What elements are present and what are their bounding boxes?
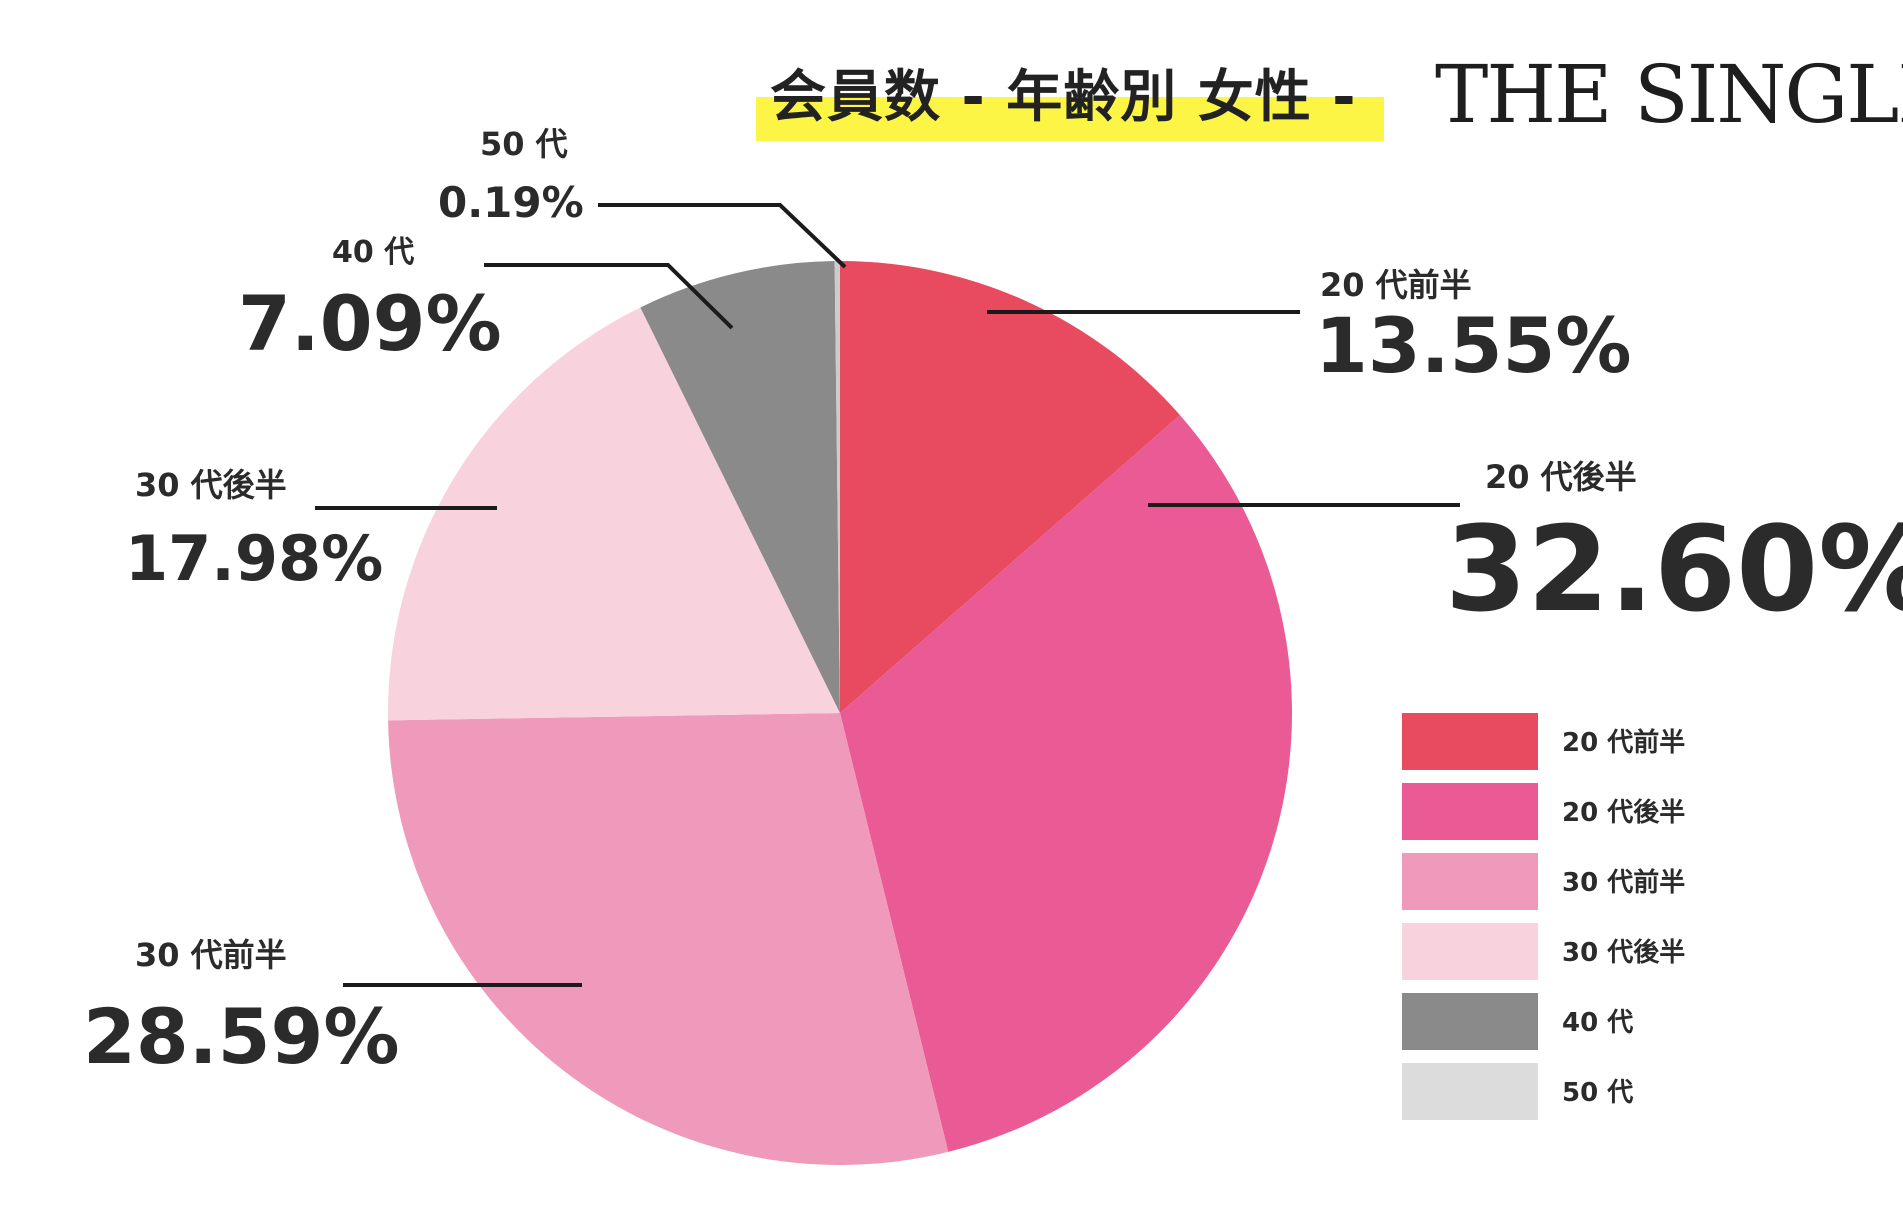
slice-category-label: 30 代後半 <box>135 466 287 504</box>
slice-category-label: 20 代後半 <box>1485 458 1637 496</box>
legend-swatch-30s-early <box>1402 853 1538 910</box>
leader-lines <box>315 203 1460 987</box>
pie-slice-30s-late <box>388 307 840 721</box>
leader-line-50s <box>598 203 847 269</box>
slice-value-label: 28.59% <box>83 992 400 1081</box>
slice-category-label: 20 代前半 <box>1320 266 1472 304</box>
legend-label: 20 代前半 <box>1562 727 1685 758</box>
legend-swatch-20s-late <box>1402 783 1538 840</box>
pie-slices <box>388 261 1292 1166</box>
pie-slice-20s-early <box>840 261 1180 713</box>
pie-slice-20s-late <box>840 415 1292 1152</box>
legend-label: 40 代 <box>1562 1008 1633 1038</box>
legend-label: 20 代後半 <box>1562 797 1685 828</box>
legend-label: 30 代後半 <box>1562 937 1685 968</box>
slice-category-label: 30 代前半 <box>135 936 287 974</box>
slice-category-label: 40 代 <box>332 235 414 270</box>
title-highlight <box>756 97 1384 141</box>
legend-label: 50 代 <box>1562 1078 1633 1108</box>
legend: 20 代前半 20 代後半 30 代前半 30 代後半 40 代 50 代 <box>1402 713 1685 1120</box>
legend-label: 30 代前半 <box>1562 867 1685 898</box>
slice-value-label: 32.60% <box>1445 500 1903 638</box>
chart-title: 会員数 - 年齢別 女性 - <box>770 65 1357 130</box>
slice-value-label: 17.98% <box>125 522 383 595</box>
pie-slice-50s <box>834 261 840 713</box>
pie-slice-30s-early <box>388 713 949 1166</box>
legend-swatch-30s-late <box>1402 923 1538 980</box>
legend-swatch-50s <box>1402 1063 1538 1120</box>
leader-line-40s <box>484 263 734 330</box>
slice-value-label: 0.19% <box>438 178 584 227</box>
slice-category-label: 50 代 <box>480 125 568 163</box>
legend-swatch-40s <box>1402 993 1538 1050</box>
pie-slice-40s <box>640 261 840 713</box>
legend-swatch-20s-early <box>1402 713 1538 770</box>
slice-value-label: 13.55% <box>1315 301 1632 390</box>
brand-logo: THE SINGLE <box>1435 48 1903 141</box>
slice-value-label: 7.09% <box>238 279 502 368</box>
